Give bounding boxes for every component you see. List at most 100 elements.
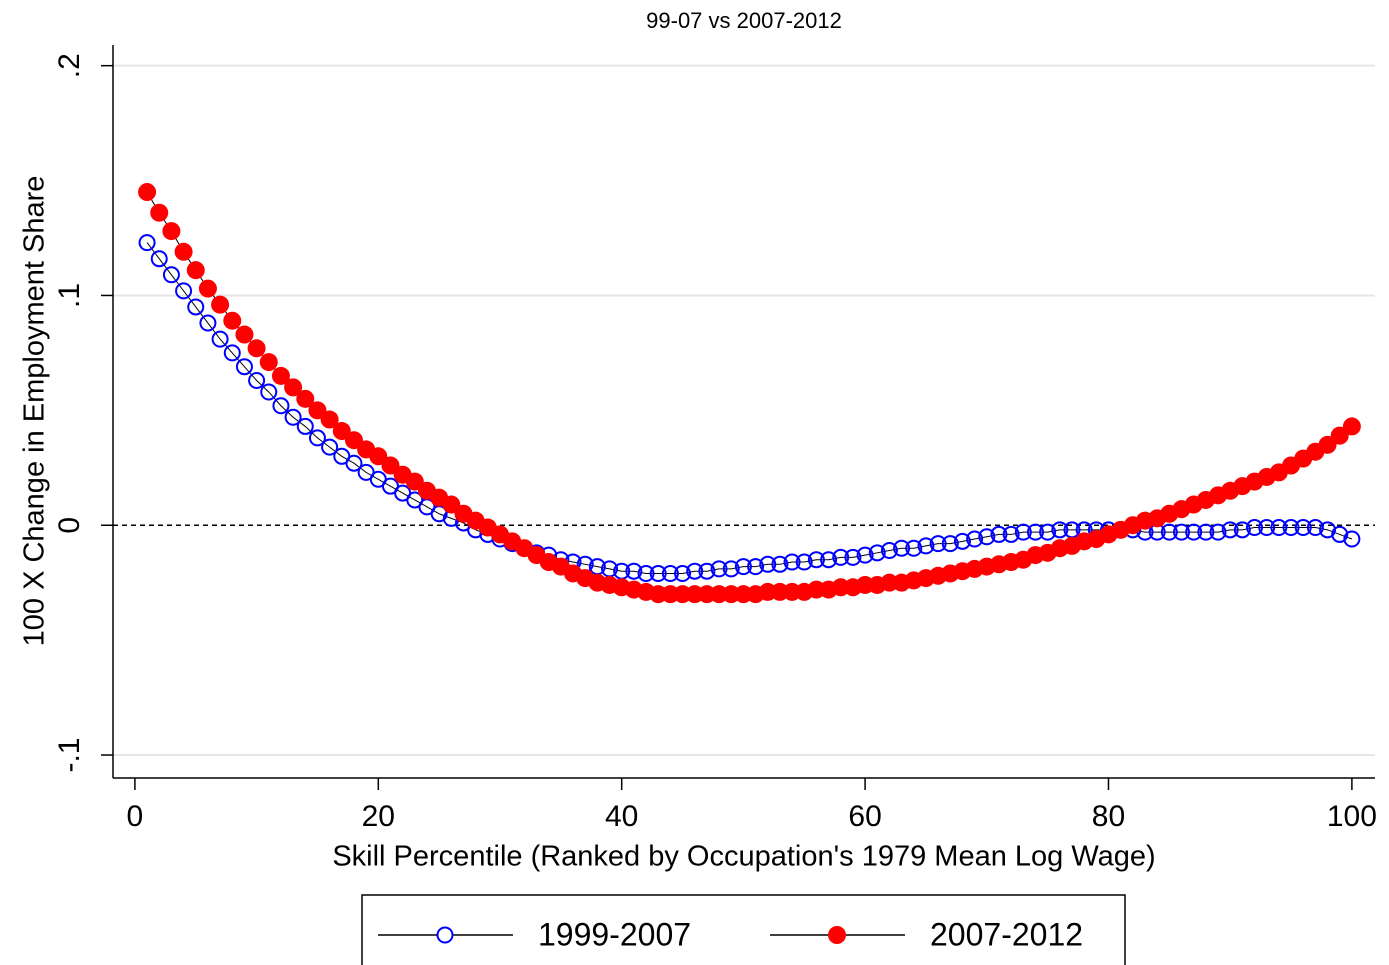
data-point bbox=[162, 266, 180, 284]
data-point bbox=[990, 525, 1008, 543]
legend-label: 2007-2012 bbox=[930, 916, 1083, 952]
data-point bbox=[783, 553, 801, 571]
data-point bbox=[175, 282, 193, 300]
data-point bbox=[235, 325, 254, 344]
data-point bbox=[953, 532, 971, 550]
data-point bbox=[150, 250, 168, 268]
data-point bbox=[1221, 521, 1239, 539]
x-tick-label: 60 bbox=[848, 800, 881, 833]
data-point bbox=[320, 410, 339, 429]
data-point bbox=[1233, 521, 1251, 539]
data-point bbox=[966, 530, 984, 548]
data-point bbox=[893, 539, 911, 557]
data-point bbox=[820, 551, 838, 569]
data-point bbox=[856, 546, 874, 564]
data-point bbox=[1002, 525, 1020, 543]
data-point bbox=[661, 564, 679, 582]
data-point bbox=[978, 528, 996, 546]
x-tick-label: 0 bbox=[127, 800, 144, 833]
legend-box bbox=[361, 894, 1126, 965]
x-tick-label: 20 bbox=[362, 800, 395, 833]
x-tick-label: 80 bbox=[1092, 800, 1125, 833]
y-tick-label: 0 bbox=[53, 517, 86, 534]
data-point bbox=[259, 353, 278, 372]
data-point bbox=[1197, 523, 1215, 541]
data-point bbox=[296, 417, 314, 435]
data-point bbox=[1209, 523, 1227, 541]
data-point bbox=[211, 330, 229, 348]
data-point bbox=[138, 183, 157, 202]
data-point bbox=[1294, 519, 1312, 537]
data-point bbox=[1306, 519, 1324, 537]
data-point bbox=[771, 555, 789, 573]
data-point bbox=[1051, 521, 1069, 539]
data-point bbox=[271, 366, 290, 385]
data-point bbox=[734, 558, 752, 576]
chart-title: 99-07 vs 2007-2012 bbox=[646, 8, 842, 33]
data-point bbox=[260, 383, 278, 401]
legend-marker bbox=[436, 926, 454, 944]
y-tick-label: -.1 bbox=[53, 738, 86, 773]
y-axis-label: 100 X Change in Employment Share bbox=[19, 176, 51, 647]
data-point bbox=[637, 564, 655, 582]
y-tick-label: .1 bbox=[53, 283, 86, 308]
data-point bbox=[698, 562, 716, 580]
data-point bbox=[1258, 519, 1276, 537]
data-point bbox=[247, 339, 266, 358]
data-point bbox=[941, 535, 959, 553]
data-point bbox=[284, 378, 303, 397]
data-point bbox=[905, 539, 923, 557]
legend: 1999-2007 2007-2012 bbox=[361, 894, 1126, 965]
data-point bbox=[223, 311, 242, 330]
data-point bbox=[868, 544, 886, 562]
data-point bbox=[284, 408, 302, 426]
data-point bbox=[649, 564, 667, 582]
data-point bbox=[1014, 523, 1032, 541]
data-point bbox=[747, 558, 765, 576]
data-point bbox=[1342, 417, 1361, 436]
data-point bbox=[1270, 519, 1288, 537]
data-point bbox=[832, 548, 850, 566]
x-tick-label: 100 bbox=[1327, 800, 1377, 833]
legend-label: 1999-2007 bbox=[538, 916, 691, 952]
data-point bbox=[880, 542, 898, 560]
data-point bbox=[248, 371, 266, 389]
data-point bbox=[759, 555, 777, 573]
data-point bbox=[722, 560, 740, 578]
data-point bbox=[150, 203, 169, 222]
data-point bbox=[1185, 523, 1203, 541]
data-point bbox=[198, 279, 217, 298]
legend-marker bbox=[828, 926, 846, 944]
data-point bbox=[1039, 523, 1057, 541]
data-point bbox=[1246, 519, 1264, 537]
data-point bbox=[296, 389, 315, 408]
data-point bbox=[174, 242, 193, 261]
y-tick-label: .2 bbox=[53, 53, 86, 78]
data-point bbox=[917, 537, 935, 555]
data-point bbox=[308, 429, 326, 447]
data-point bbox=[345, 454, 363, 472]
data-point bbox=[186, 261, 205, 280]
data-point bbox=[674, 564, 692, 582]
data-point bbox=[1343, 530, 1361, 548]
data-point bbox=[929, 535, 947, 553]
data-point bbox=[1160, 523, 1178, 541]
data-point bbox=[223, 344, 241, 362]
data-point bbox=[1173, 523, 1191, 541]
data-point bbox=[211, 295, 230, 314]
data-point bbox=[187, 298, 205, 316]
data-point bbox=[844, 548, 862, 566]
series-line bbox=[146, 191, 1353, 595]
data-point bbox=[138, 234, 156, 252]
data-point bbox=[235, 358, 253, 376]
data-point bbox=[795, 553, 813, 571]
data-point bbox=[1282, 519, 1300, 537]
x-tick-label: 40 bbox=[605, 800, 638, 833]
data-point bbox=[625, 562, 643, 580]
data-point bbox=[1026, 523, 1044, 541]
data-point bbox=[686, 562, 704, 580]
data-point bbox=[321, 438, 339, 456]
data-point bbox=[162, 222, 181, 241]
data-point bbox=[710, 560, 728, 578]
